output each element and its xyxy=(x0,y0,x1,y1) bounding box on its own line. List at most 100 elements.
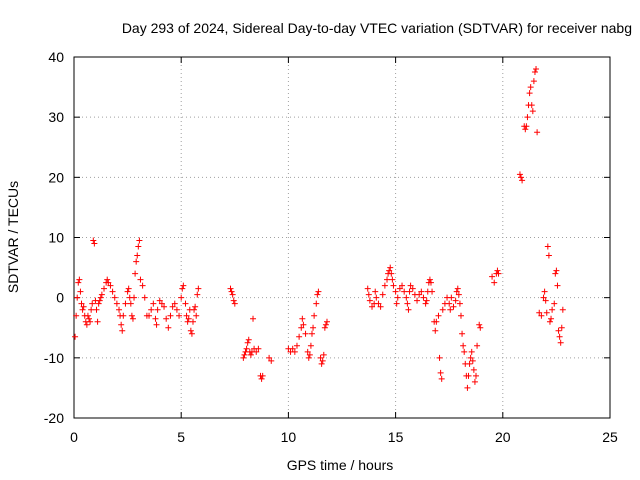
data-point xyxy=(414,297,421,304)
data-point xyxy=(80,303,87,310)
data-point xyxy=(134,252,141,259)
data-point xyxy=(231,300,238,307)
data-point xyxy=(184,318,191,325)
x-tick-label: 0 xyxy=(70,429,78,445)
data-point xyxy=(302,330,309,337)
data-point xyxy=(469,357,476,364)
data-point xyxy=(152,315,159,322)
data-point xyxy=(119,327,126,334)
data-point xyxy=(179,285,186,292)
data-point xyxy=(189,318,196,325)
data-point xyxy=(459,330,466,337)
data-point xyxy=(467,354,474,361)
data-point xyxy=(536,309,543,316)
data-point xyxy=(97,294,104,301)
data-point xyxy=(516,171,523,178)
data-point xyxy=(156,297,163,304)
data-points xyxy=(72,66,566,391)
data-point xyxy=(293,342,300,349)
data-point xyxy=(163,315,170,322)
data-point xyxy=(426,276,433,283)
data-point xyxy=(365,291,372,298)
data-point xyxy=(228,288,235,295)
data-point xyxy=(107,282,114,289)
y-tick-label: 10 xyxy=(48,230,64,246)
data-point xyxy=(250,315,257,322)
data-point xyxy=(393,300,400,307)
data-point xyxy=(389,276,396,283)
data-point xyxy=(318,360,325,367)
data-point xyxy=(518,174,525,181)
data-point xyxy=(416,291,423,298)
data-point xyxy=(464,384,471,391)
data-point xyxy=(141,294,148,301)
data-point xyxy=(530,78,537,85)
y-axis-label: SDTVAR / TECUs xyxy=(5,181,21,293)
data-point xyxy=(245,336,252,343)
data-point xyxy=(489,273,496,280)
data-point xyxy=(523,123,530,130)
data-point xyxy=(555,327,562,334)
data-point xyxy=(422,300,429,307)
data-point xyxy=(118,321,125,328)
data-point xyxy=(244,339,251,346)
data-point xyxy=(317,354,324,361)
data-point xyxy=(240,354,247,361)
data-point xyxy=(193,312,200,319)
data-point xyxy=(386,267,393,274)
data-point xyxy=(105,279,112,286)
data-point xyxy=(557,339,564,346)
data-point xyxy=(559,306,566,313)
data-point xyxy=(77,288,84,295)
data-point xyxy=(519,177,526,184)
x-tick-label: 5 xyxy=(177,429,185,445)
data-point xyxy=(315,288,322,295)
data-point xyxy=(183,312,190,319)
data-point xyxy=(420,294,427,301)
data-point xyxy=(455,291,462,298)
data-point xyxy=(454,285,461,292)
data-point xyxy=(544,243,551,250)
data-point xyxy=(124,288,131,295)
data-point xyxy=(453,288,460,295)
data-point xyxy=(471,378,478,385)
data-point xyxy=(96,297,103,304)
data-point xyxy=(127,300,134,307)
data-point xyxy=(390,282,397,289)
data-point xyxy=(404,300,411,307)
data-point xyxy=(104,276,111,283)
data-point xyxy=(314,291,321,298)
data-point xyxy=(171,300,178,307)
y-tick-label: 30 xyxy=(48,109,64,125)
data-point xyxy=(291,348,298,355)
data-point xyxy=(128,312,135,319)
y-tick-label: 40 xyxy=(48,49,64,65)
data-point xyxy=(372,288,379,295)
chart-title: Day 293 of 2024, Sidereal Day-to-day VTE… xyxy=(122,20,632,36)
data-point xyxy=(406,288,413,295)
data-point xyxy=(456,300,463,307)
data-point xyxy=(407,282,414,289)
data-point xyxy=(153,321,160,328)
data-point xyxy=(75,279,82,286)
data-point xyxy=(476,321,483,328)
data-point xyxy=(306,351,313,358)
data-point xyxy=(423,297,430,304)
data-point xyxy=(247,351,254,358)
data-point xyxy=(473,372,479,379)
data-point xyxy=(427,279,434,286)
data-point xyxy=(173,306,180,313)
data-point xyxy=(549,306,556,313)
data-point xyxy=(396,285,403,292)
data-point xyxy=(384,276,391,283)
data-point xyxy=(176,312,183,319)
data-point xyxy=(435,312,442,319)
data-point xyxy=(227,285,234,292)
data-point xyxy=(89,300,96,307)
x-tick-label: 25 xyxy=(602,429,618,445)
data-point xyxy=(323,318,330,325)
data-point xyxy=(436,354,443,361)
data-point xyxy=(122,300,129,307)
data-point xyxy=(78,300,85,307)
data-point xyxy=(139,282,146,289)
